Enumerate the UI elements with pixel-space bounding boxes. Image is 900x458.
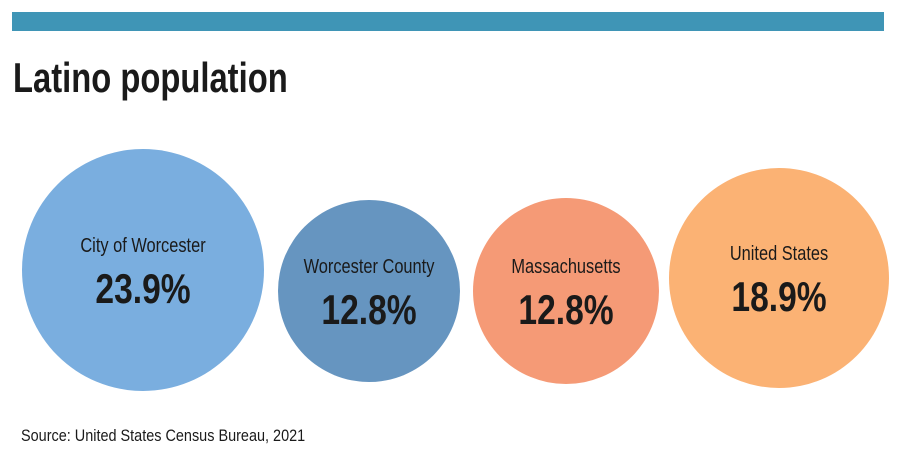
bubble-value: 23.9% [95, 267, 190, 313]
bubble-2 [473, 198, 659, 384]
bubble-3 [669, 168, 889, 388]
bubble-0 [22, 149, 264, 391]
bubble-value: 12.8% [321, 288, 416, 334]
bubble-label: Worcester County [304, 254, 436, 277]
bubble-value: 12.8% [518, 288, 613, 334]
bubble-label: Massachusetts [511, 254, 620, 277]
source-note: Source: United States Census Bureau, 202… [21, 427, 305, 445]
bubble-label: United States [730, 241, 828, 264]
top-bar [12, 12, 884, 31]
chart-title: Latino population [13, 54, 288, 101]
bubble-label: City of Worcester [80, 233, 205, 256]
bubble-1 [278, 200, 460, 382]
bubble-value: 18.9% [731, 275, 826, 321]
